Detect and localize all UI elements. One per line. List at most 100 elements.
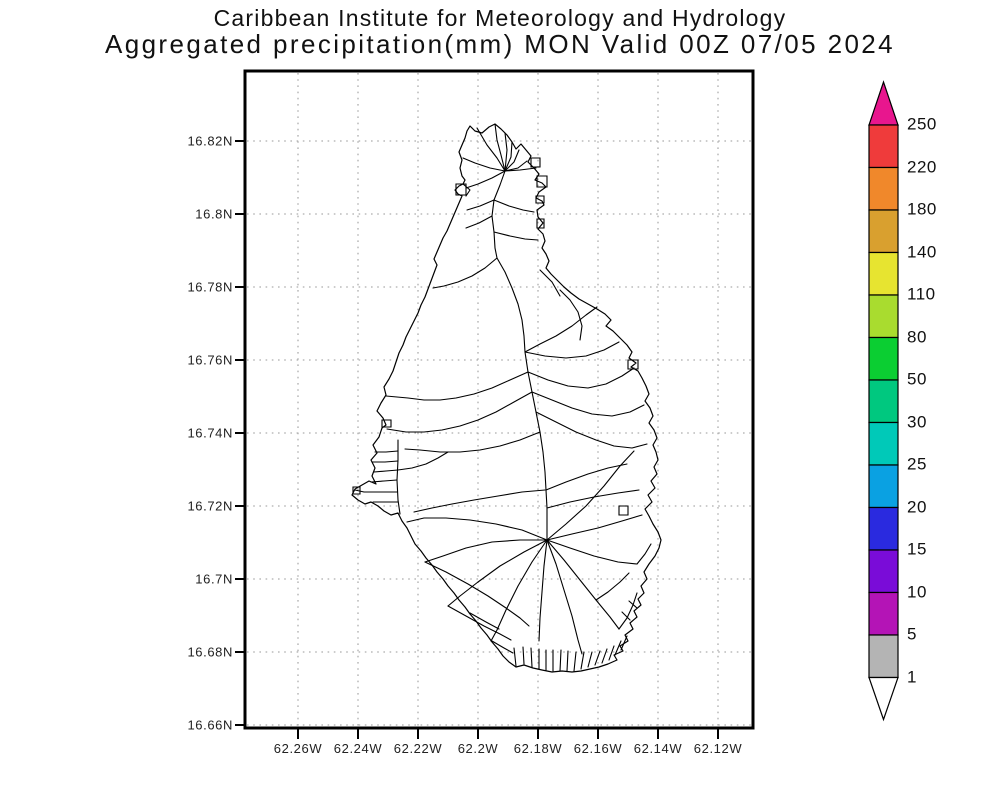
watershed-boundary [580, 651, 585, 670]
watershed-boundary [573, 651, 577, 672]
watershed-boundary [524, 341, 620, 359]
colorbar-segment [868, 336, 899, 381]
colorbar-tick-label: 5 [907, 624, 917, 644]
colorbar-tick-label: 20 [907, 497, 927, 517]
watershed-boundary [546, 514, 643, 541]
colorbar-tick-label: 180 [907, 199, 937, 219]
colorbar-tick-label: 15 [907, 539, 927, 559]
lon-tick-label: 62.14W [633, 741, 683, 756]
watershed-boundary [504, 141, 513, 172]
watershed-boundary [354, 489, 373, 493]
coastal-station-box [352, 486, 361, 495]
colorbar-segment [868, 294, 899, 339]
watershed-boundary [370, 479, 398, 483]
colorbar-arrow-bottom [868, 676, 899, 722]
watershed-boundary [531, 391, 645, 417]
coastal-station-box [530, 157, 541, 168]
lat-tick-label: 16.68N [187, 644, 233, 660]
watershed-boundary [462, 183, 471, 197]
watershed-boundary [594, 650, 601, 666]
colorbar-tick-label: 50 [907, 369, 927, 389]
watershed-boundary [447, 605, 512, 641]
watershed-boundary [546, 539, 583, 655]
map-frame [243, 69, 755, 730]
watershed-boundary [524, 351, 546, 473]
watershed-boundary [465, 170, 506, 189]
watershed-boundary [371, 460, 399, 463]
watershed-boundary [636, 543, 652, 565]
watershed-boundary [432, 257, 498, 289]
watershed-boundary [491, 640, 514, 654]
colorbar-segment [868, 421, 899, 466]
watershed-boundary [496, 257, 526, 353]
colorbar-segment [868, 251, 899, 296]
coastal-station-box [536, 175, 548, 188]
colorbar-segment [868, 209, 899, 254]
watershed-boundary [546, 539, 620, 630]
colorbar-segment [868, 591, 899, 636]
watershed-boundary [620, 635, 628, 651]
colorbar-arrow-top [868, 80, 899, 126]
watershed-boundary [374, 450, 399, 453]
coastal-station-box [535, 195, 545, 204]
watershed-boundary [491, 170, 506, 259]
watershed-boundary [608, 645, 615, 661]
watershed-boundary [404, 431, 541, 453]
colorbar-segment [868, 379, 899, 424]
watershed-boundary [621, 611, 631, 621]
colorbar-tick-label: 220 [907, 157, 937, 177]
coastal-station-box [627, 359, 639, 370]
watershed-boundary [546, 489, 640, 509]
lat-tick-label: 16.66N [187, 717, 233, 733]
colorbar-segment [868, 506, 899, 551]
watershed-boundary [559, 289, 583, 341]
watershed-boundary [545, 463, 628, 491]
watershed-boundary [413, 489, 546, 513]
watershed-boundary [493, 231, 539, 241]
colorbar-tick-label: 1 [907, 667, 917, 687]
watershed-boundary [546, 539, 638, 565]
lon-tick-label: 62.2W [457, 741, 499, 756]
watershed-boundary [522, 646, 525, 665]
colorbar-tick-label: 80 [907, 327, 927, 347]
watershed-boundary [546, 450, 635, 541]
lon-tick-label: 62.18W [513, 741, 563, 756]
lon-tick-label: 62.26W [273, 741, 323, 756]
watershed-boundary [618, 592, 638, 630]
colorbar-tick-label: 140 [907, 242, 937, 262]
watershed-boundary [504, 132, 508, 172]
watershed-boundary [424, 561, 530, 627]
colorbar-tick-label: 30 [907, 412, 927, 432]
watershed-boundary [397, 451, 449, 471]
colorbar-segment [868, 634, 899, 679]
watershed-boundary [469, 612, 500, 630]
colorbar-tick-label: 110 [907, 284, 936, 304]
watershed-boundary [493, 199, 535, 213]
watershed-boundary [476, 127, 506, 172]
watershed-boundary [614, 640, 622, 656]
lat-tick-label: 16.7N [195, 571, 233, 587]
watershed-boundary [424, 539, 548, 563]
lon-tick-label: 62.12W [693, 741, 743, 756]
watershed-boundary [513, 647, 517, 667]
watershed-boundary [628, 600, 638, 609]
watershed-boundary [559, 649, 562, 672]
watershed-boundary [447, 539, 548, 607]
colorbar-segment [868, 464, 899, 509]
lon-tick-label: 62.16W [573, 741, 623, 756]
colorbar-tick-label: 10 [907, 582, 927, 602]
watershed-boundary [494, 123, 506, 172]
coastal-station-box [455, 183, 467, 196]
watershed-boundary [535, 411, 648, 449]
coastal-station-box [536, 218, 545, 229]
colorbar-segment [868, 166, 899, 211]
watershed-boundary [539, 269, 561, 297]
lon-tick-label: 62.22W [393, 741, 443, 756]
lat-tick-label: 16.8N [195, 206, 233, 222]
watershed-boundary [538, 539, 548, 642]
watershed-boundary [530, 647, 533, 668]
watershed-boundary [406, 517, 548, 541]
colorbar-segment [868, 549, 899, 594]
lat-tick-label: 16.72N [187, 498, 233, 514]
